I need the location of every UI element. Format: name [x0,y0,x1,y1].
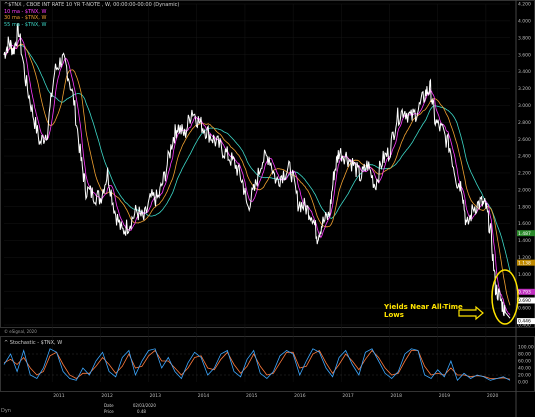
y-tick-label: 2.400 [518,154,531,160]
legend-title: ^$TNX , CBOE INT RATE 10 YR T-NOTE , W, … [4,2,180,8]
x-tick-label: 2015 [246,393,258,399]
stochastic-pane-frame [0,336,535,392]
data-window-date-value: 02/03/2020 [132,403,156,408]
stochastic-tick-label: 20.00 [518,373,531,379]
y-tick-label: 4.200 [518,2,531,8]
y-tick-label: 3.000 [518,103,531,109]
data-window-price: Price 0.48 [104,409,146,414]
stochastic-tick-label: 60.00 [518,359,531,365]
data-window-price-label: Price [104,409,114,414]
x-tick-label: 2011 [53,393,65,399]
stochastic-k-line [3,348,511,382]
stochastic-tick-label: 100.00 [518,345,534,351]
x-tick-label: 2019 [439,393,451,399]
y-tick-label: 3.400 [518,69,531,75]
legend-item-55ma: 55 ma - $TNX, W [4,21,47,28]
annotation-line-2: Lows [384,311,404,319]
price-marker-label: 0.793 [518,289,531,295]
x-tick-label: 2014 [198,393,210,399]
stochastic-tick-label: 80.00 [518,352,531,358]
y-tick-label: 2.800 [518,120,531,126]
price-marker-label: 1.487 [518,231,531,237]
price-marker [517,230,535,237]
x-tick-label: 2017 [342,393,354,399]
price-marker [517,288,535,295]
price-marker-label: 0.690 [518,298,531,304]
x-tick-label: 2013 [150,393,162,399]
ma-30-line [3,43,511,306]
legend-item-10ma: 10 ma - $TNX, W [4,8,47,15]
price-marker [517,297,535,304]
y-tick-label: 2.200 [518,171,531,177]
stochastic-tick-label: 0.00 [518,380,528,386]
legend-item-30ma: 30 ma - $TNX, W [4,15,47,21]
x-tick-label: 2018 [391,393,403,399]
price-marker-label: 0.446 [518,319,531,325]
y-tick-label: 3.800 [518,35,531,41]
y-tick-label: 0.600 [518,306,531,312]
y-tick-label: 3.600 [518,52,531,58]
annotation-circle [491,269,519,325]
ma-10-line [3,36,511,316]
y-tick-label: 4.000 [518,18,531,24]
data-window-price-value: 0.48 [137,409,146,414]
y-tick-label: 3.200 [518,86,531,92]
y-tick-label: 1.000 [518,272,531,278]
x-tick-label: 2016 [294,393,306,399]
chart-legend: ^$TNX , CBOE INT RATE 10 YR T-NOTE , W, … [4,2,179,28]
stochastic-tick-label: 40.00 [518,366,531,372]
y-tick-label: 1.400 [518,238,531,244]
y-tick-label: 2.600 [518,137,531,143]
stochastic-legend: ^ Stochastic - $TNX, W [4,340,63,346]
price-line [3,23,511,319]
ma-55-line [3,44,511,272]
y-tick-label: 2.000 [518,187,531,193]
price-marker-label: 1.138 [518,260,531,266]
x-tick-label: 2020 [487,393,499,399]
annotation-line-1: Yields Near All-Time [384,303,463,311]
annotation-arrow [458,305,484,321]
data-window-date-label: Date [104,403,114,408]
data-window-date: Date 02/03/2020 [104,403,156,408]
copyright-text: © eSignal, 2020 [4,329,37,334]
annotation-text: Yields Near All-Time Lows [384,303,463,319]
y-tick-label: 0.400 [518,323,531,329]
y-tick-label: 1.200 [518,255,531,261]
price-marker [517,259,535,266]
corner-label: Dyn [1,408,11,414]
price-pane-frame [0,0,535,328]
price-marker [517,318,535,325]
y-tick-label: 1.600 [518,221,531,227]
x-tick-label: 2012 [101,393,113,399]
y-tick-label: 1.800 [518,204,531,210]
